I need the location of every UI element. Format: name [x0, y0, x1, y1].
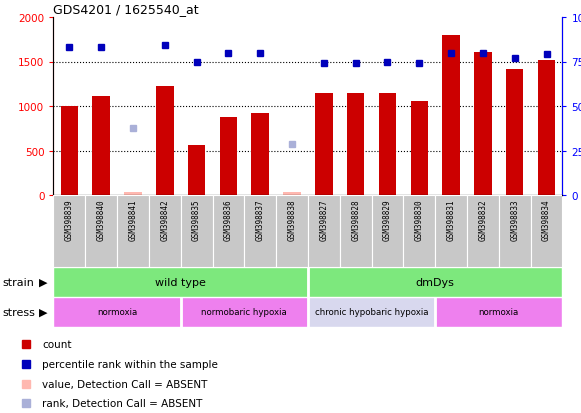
Text: value, Detection Call = ABSENT: value, Detection Call = ABSENT: [42, 379, 207, 389]
Bar: [85, 195, 117, 267]
Bar: [53, 297, 181, 327]
Bar: [252, 114, 269, 195]
Text: GSM398841: GSM398841: [128, 199, 138, 241]
Bar: [506, 69, 523, 195]
Text: GSM398842: GSM398842: [160, 199, 169, 241]
Bar: [124, 193, 142, 195]
Text: ▶: ▶: [39, 277, 48, 287]
Bar: [181, 297, 308, 327]
Text: GSM398840: GSM398840: [96, 199, 106, 241]
Bar: [538, 61, 555, 195]
Text: GSM398828: GSM398828: [351, 199, 360, 241]
Text: ▶: ▶: [39, 307, 48, 317]
Text: GSM398836: GSM398836: [224, 199, 233, 241]
Bar: [498, 195, 530, 267]
Bar: [442, 36, 460, 195]
Bar: [435, 195, 467, 267]
Text: strain: strain: [3, 277, 35, 287]
Bar: [245, 195, 276, 267]
Bar: [188, 146, 205, 195]
Text: GSM398827: GSM398827: [320, 199, 328, 241]
Bar: [530, 195, 562, 267]
Text: GSM398832: GSM398832: [478, 199, 487, 241]
Text: normoxia: normoxia: [479, 308, 519, 317]
Bar: [53, 195, 85, 267]
Bar: [92, 97, 110, 195]
Bar: [284, 193, 301, 195]
Bar: [308, 297, 435, 327]
Bar: [276, 195, 308, 267]
Bar: [53, 267, 308, 297]
Text: GDS4201 / 1625540_at: GDS4201 / 1625540_at: [53, 3, 199, 16]
Text: GSM398830: GSM398830: [415, 199, 424, 241]
Text: rank, Detection Call = ABSENT: rank, Detection Call = ABSENT: [42, 399, 203, 408]
Text: percentile rank within the sample: percentile rank within the sample: [42, 358, 218, 369]
Bar: [411, 102, 428, 195]
Bar: [308, 195, 340, 267]
Bar: [181, 195, 213, 267]
Bar: [379, 93, 396, 195]
Text: normoxia: normoxia: [97, 308, 137, 317]
Bar: [315, 93, 332, 195]
Text: stress: stress: [3, 307, 36, 317]
Text: dmDys: dmDys: [416, 277, 454, 287]
Text: GSM398829: GSM398829: [383, 199, 392, 241]
Text: GSM398835: GSM398835: [192, 199, 201, 241]
Text: GSM398834: GSM398834: [542, 199, 551, 241]
Bar: [474, 52, 492, 195]
Text: GSM398833: GSM398833: [510, 199, 519, 241]
Bar: [347, 93, 364, 195]
Bar: [372, 195, 403, 267]
Text: GSM398839: GSM398839: [65, 199, 74, 241]
Bar: [340, 195, 372, 267]
Bar: [308, 267, 562, 297]
Bar: [220, 118, 237, 195]
Bar: [60, 107, 78, 195]
Bar: [467, 195, 498, 267]
Text: GSM398831: GSM398831: [447, 199, 456, 241]
Bar: [149, 195, 181, 267]
Text: normobaric hypoxia: normobaric hypoxia: [202, 308, 287, 317]
Bar: [403, 195, 435, 267]
Bar: [435, 297, 562, 327]
Bar: [213, 195, 245, 267]
Bar: [117, 195, 149, 267]
Text: count: count: [42, 339, 72, 349]
Bar: [156, 87, 174, 195]
Text: wild type: wild type: [155, 277, 206, 287]
Text: chronic hypobaric hypoxia: chronic hypobaric hypoxia: [315, 308, 428, 317]
Text: GSM398837: GSM398837: [256, 199, 265, 241]
Text: GSM398838: GSM398838: [288, 199, 296, 241]
